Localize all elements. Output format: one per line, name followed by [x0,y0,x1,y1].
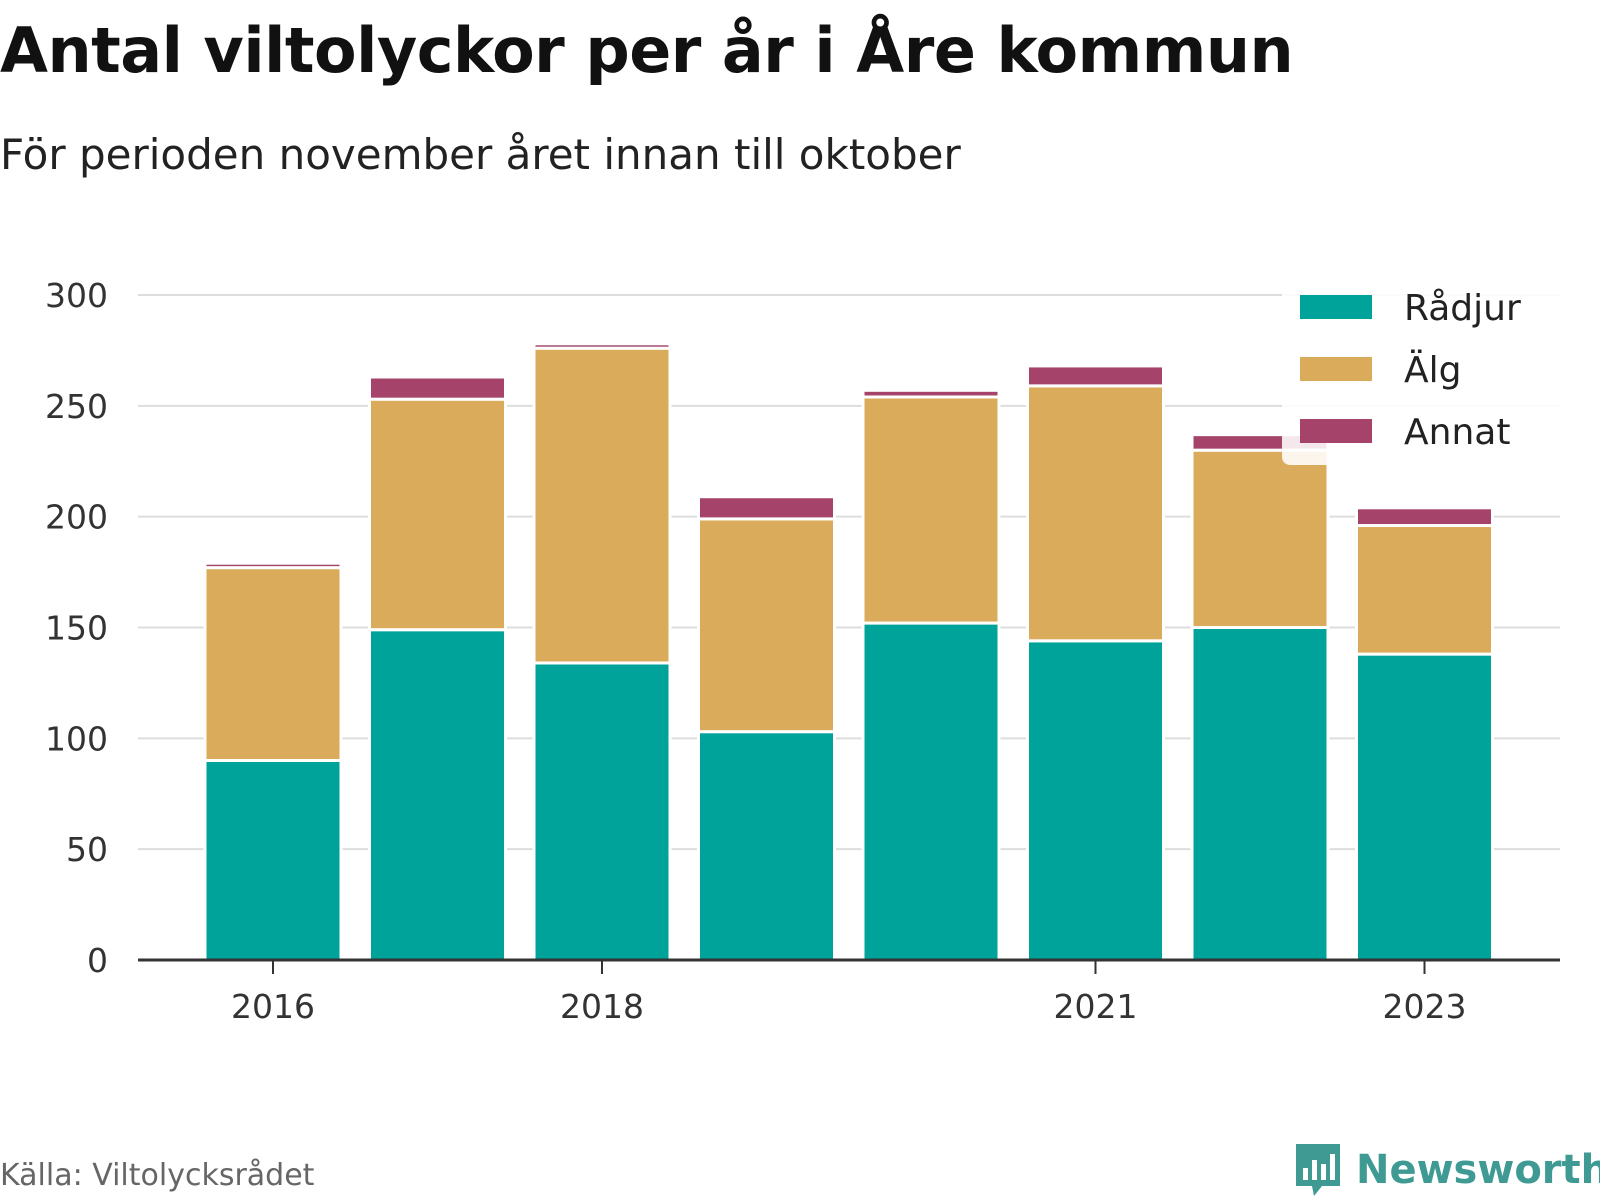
bar-stack-2020 [861,388,1001,962]
y-tick-label: 100 [45,719,108,758]
bar-segment-älg [203,566,343,763]
bar-segment-rådjur [861,621,1001,962]
bar-segment-annat [203,561,343,570]
legend-label-älg: Älg [1404,349,1461,391]
bar-segment-älg [1355,524,1494,656]
legend-swatch-rådjur [1300,295,1372,319]
bar-segment-rådjur [697,730,836,962]
y-tick-label: 0 [87,941,108,980]
bar-segment-rådjur [203,759,343,962]
x-tick-label: 2023 [1383,987,1467,1026]
y-tick-label: 300 [45,276,108,315]
bar-stack-2022 [1190,433,1330,962]
legend-swatch-älg [1300,357,1372,381]
x-tick-label: 2021 [1054,987,1138,1026]
legend-swatch-annat [1300,419,1372,443]
brand-name: Newsworthy [1356,1147,1600,1193]
y-axis-ticks: 0 50 100 150 200 250 300 [45,276,108,980]
bar-stacks [203,342,1494,962]
bar-segment-annat [1026,364,1165,388]
legend-label-rådjur: Rådjur [1404,288,1521,329]
bar-segment-rådjur [1190,626,1330,962]
newsworthy-logo-icon [1296,1144,1340,1196]
bar-segment-älg [1190,448,1330,629]
y-tick-label: 250 [45,387,108,426]
bar-stack-2021 [1026,364,1165,962]
legend: Rådjur Älg Annat [1282,285,1562,465]
y-tick-label: 150 [45,609,108,648]
bar-stack-2017 [368,375,507,962]
chart-subtitle: För perioden november året innan till ok… [0,130,961,179]
y-tick-label: 200 [45,498,108,537]
bar-segment-annat [532,342,672,350]
bar-segment-annat [368,375,507,401]
bar-stack-2019 [697,495,836,962]
bar-stack-2016 [203,561,343,962]
bar-segment-annat [1355,506,1494,528]
y-tick-label: 50 [66,830,108,869]
bar-stack-2018 [532,342,672,962]
bar-segment-rådjur [368,628,507,962]
x-tick-label: 2018 [560,987,644,1026]
bar-segment-älg [368,397,507,632]
bar-segment-rådjur [1026,639,1165,962]
bar-segment-rådjur [532,661,672,962]
bar-segment-älg [532,346,672,665]
bar-segment-annat [861,388,1001,399]
bar-segment-älg [1026,384,1165,643]
bar-stack-2023 [1355,506,1494,962]
bar-segment-annat [697,495,836,521]
x-tick-label: 2016 [231,987,315,1026]
bar-segment-älg [697,517,836,734]
chart-title: Antal viltolyckor per år i Åre kommun [0,14,1294,87]
bar-segment-rådjur [1355,652,1494,962]
x-axis: 2016 2018 2021 2023 [138,958,1560,1026]
source-note: Källa: Viltolycksrådet [0,1158,315,1193]
legend-label-annat: Annat [1404,412,1510,453]
bar-segment-älg [861,395,1001,625]
brand-logo: Newsworthy [1292,1142,1600,1198]
